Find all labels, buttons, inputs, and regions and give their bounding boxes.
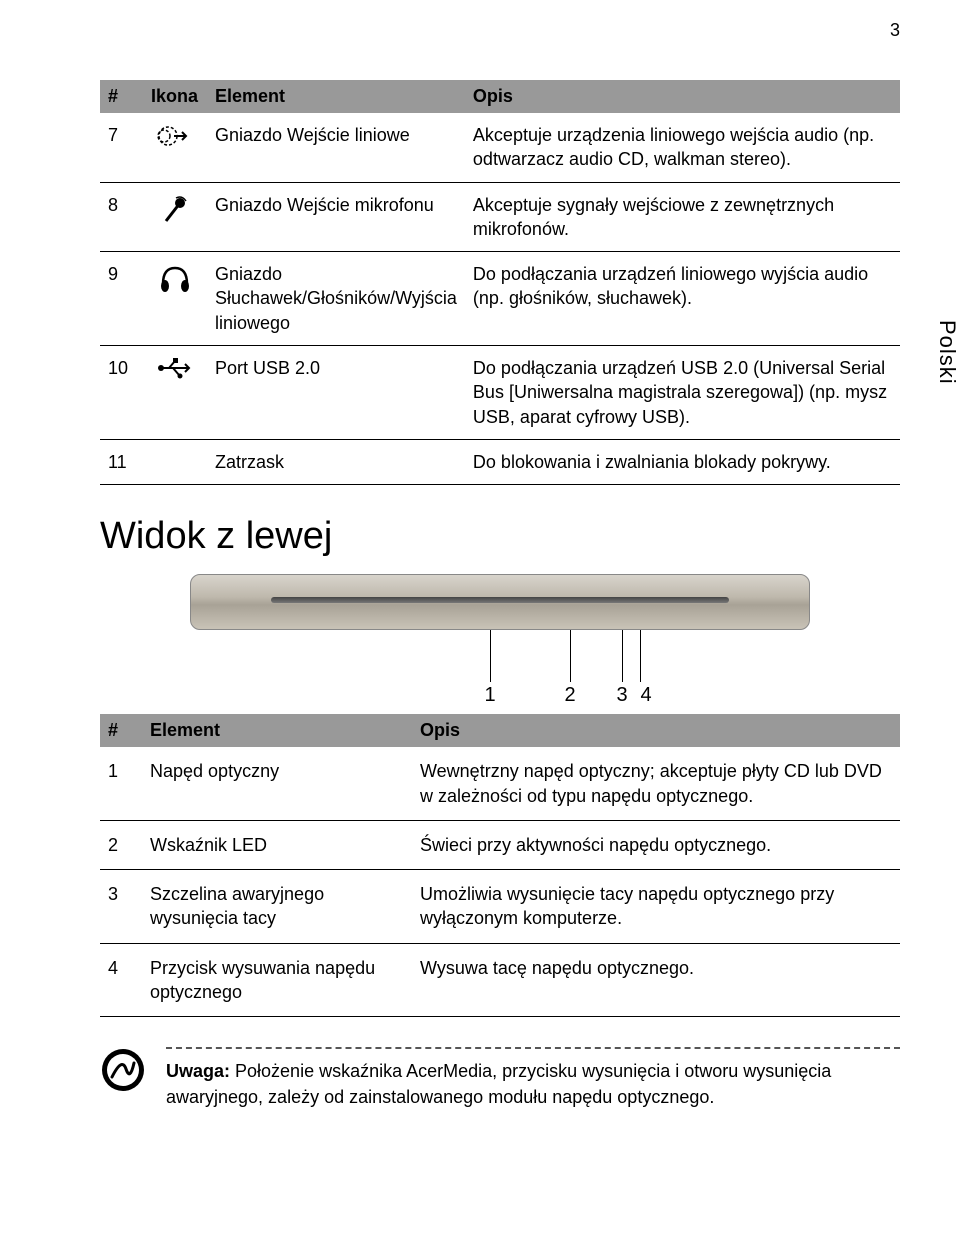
callout-label: 1 [484, 684, 495, 707]
row-element: Gniazdo Słuchawek/Głośników/Wyjścia lini… [207, 252, 465, 346]
table-row: 8 Gniazdo Wejście mikrofonu Akceptuje sy… [100, 182, 900, 252]
callout-label: 4 [640, 684, 651, 707]
table-row: 11 Zatrzask Do blokowania i zwalniania b… [100, 439, 900, 484]
row-desc: Wysuwa tacę napędu optycznego. [412, 943, 900, 1017]
callout-line [570, 630, 571, 682]
row-num: 2 [100, 820, 142, 869]
empty-icon [142, 439, 207, 484]
row-num: 8 [100, 182, 142, 252]
note-icon [100, 1047, 146, 1098]
row-num: 10 [100, 346, 142, 440]
row-element: Gniazdo Wejście liniowe [207, 113, 465, 182]
row-desc: Umożliwia wysunięcie tacy napędu optyczn… [412, 870, 900, 944]
header-element: Element [207, 80, 465, 113]
dashed-divider [166, 1047, 900, 1049]
row-element: Zatrzask [207, 439, 465, 484]
callout-line [490, 630, 491, 682]
note-body: Położenie wskaźnika AcerMedia, przycisku… [166, 1061, 831, 1106]
table-row: 2 Wskaźnik LED Świeci przy aktywności na… [100, 820, 900, 869]
row-num: 7 [100, 113, 142, 182]
row-element: Napęd optyczny [142, 747, 412, 820]
header-element: Element [142, 714, 412, 747]
header-icon: Ikona [142, 80, 207, 113]
row-desc: Do podłączania urządzeń USB 2.0 (Univers… [465, 346, 900, 440]
row-desc: Akceptuje sygnały wejściowe z zewnętrzny… [465, 182, 900, 252]
headphones-icon [142, 252, 207, 346]
callout-line [622, 630, 623, 682]
table-row: 3 Szczelina awaryjnego wysunięcia tacy U… [100, 870, 900, 944]
note-content: Uwaga: Położenie wskaźnika AcerMedia, pr… [166, 1047, 900, 1109]
page-number: 3 [890, 20, 900, 41]
table-row: 7 Gniazdo Wejście liniowe Akceptuje urzą… [100, 113, 900, 182]
row-element: Przycisk wysuwania napędu optycznego [142, 943, 412, 1017]
row-element: Port USB 2.0 [207, 346, 465, 440]
language-tab: Polski [934, 320, 960, 385]
row-desc: Do blokowania i zwalniania blokady pokry… [465, 439, 900, 484]
section-heading: Widok z lewej [100, 515, 900, 558]
row-num: 11 [100, 439, 142, 484]
row-element: Wskaźnik LED [142, 820, 412, 869]
row-num: 1 [100, 747, 142, 820]
left-view-table: # Element Opis 1 Napęd optyczny Wewnętrz… [100, 714, 900, 1017]
row-element: Gniazdo Wejście mikrofonu [207, 182, 465, 252]
header-desc: Opis [412, 714, 900, 747]
device-side-view [190, 574, 810, 630]
table-row: 4 Przycisk wysuwania napędu optycznego W… [100, 943, 900, 1017]
header-num: # [100, 80, 142, 113]
note-bold: Uwaga: [166, 1061, 230, 1081]
row-desc: Akceptuje urządzenia liniowego wejścia a… [465, 113, 900, 182]
usb-icon [142, 346, 207, 440]
table-row: 1 Napęd optyczny Wewnętrzny napęd optycz… [100, 747, 900, 820]
row-desc: Świeci przy aktywności napędu optycznego… [412, 820, 900, 869]
row-num: 4 [100, 943, 142, 1017]
header-num: # [100, 714, 142, 747]
header-desc: Opis [465, 80, 900, 113]
callout-diagram: 1 2 3 4 [190, 630, 810, 710]
row-num: 9 [100, 252, 142, 346]
callout-label: 2 [564, 684, 575, 707]
callout-line [640, 630, 641, 682]
table-row: 10 Port USB 2.0 Do podłączania urządzeń … [100, 346, 900, 440]
row-desc: Wewnętrzny napęd optyczny; akceptuje pły… [412, 747, 900, 820]
table-row: 9 Gniazdo Słuchawek/Głośników/Wyjścia li… [100, 252, 900, 346]
ports-table-top: # Ikona Element Opis 7 Gniazdo Wejście l… [100, 80, 900, 485]
row-desc: Do podłączania urządzeń liniowego wyjści… [465, 252, 900, 346]
row-element: Szczelina awaryjnego wysunięcia tacy [142, 870, 412, 944]
optical-drive-slot [271, 597, 729, 603]
callout-label: 3 [616, 684, 627, 707]
line-in-icon [142, 113, 207, 182]
note-text: Uwaga: Położenie wskaźnika AcerMedia, pr… [166, 1059, 900, 1109]
mic-icon [142, 182, 207, 252]
row-num: 3 [100, 870, 142, 944]
note-block: Uwaga: Położenie wskaźnika AcerMedia, pr… [100, 1047, 900, 1109]
